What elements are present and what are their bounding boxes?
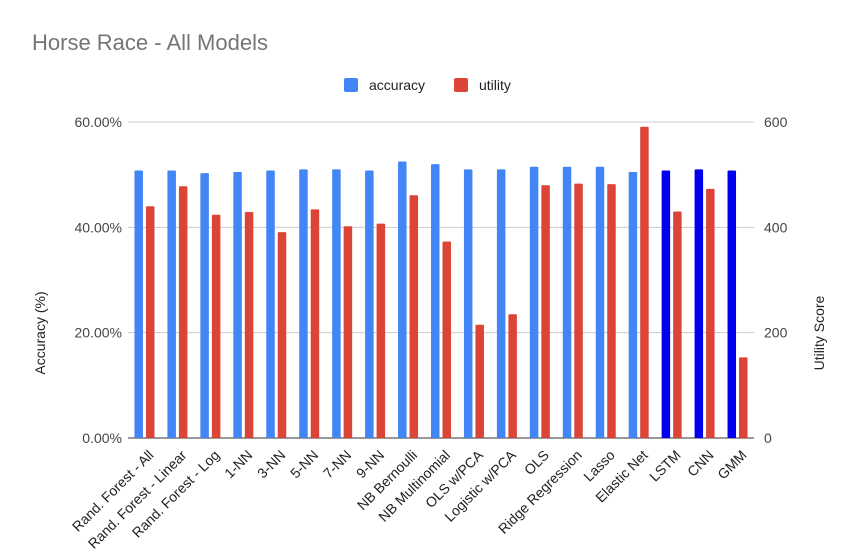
bar-accuracy	[562, 166, 572, 438]
bar-utility	[178, 186, 188, 438]
bar-utility	[475, 324, 484, 438]
legend-swatch-accuracy	[344, 78, 358, 92]
category-label: 5-NN	[287, 447, 321, 481]
bar-utility	[442, 241, 451, 438]
bar-accuracy	[398, 161, 407, 438]
bar-accuracy	[496, 169, 506, 438]
bar-accuracy	[694, 169, 704, 438]
bar-accuracy	[332, 169, 341, 438]
bar-utility	[145, 206, 155, 438]
left-tick-label: 40.00%	[75, 219, 122, 235]
bar-accuracy	[134, 170, 143, 438]
bar-utility	[739, 357, 748, 438]
category-label: 7-NN	[320, 447, 354, 481]
bar-utility	[607, 184, 616, 438]
bar-accuracy	[299, 169, 308, 438]
left-tick-label: 0.00%	[82, 430, 122, 446]
bar-accuracy	[266, 170, 275, 438]
right-tick-label: 400	[764, 219, 788, 235]
bar-utility	[244, 212, 254, 438]
left-tick-label: 60.00%	[75, 114, 122, 130]
bar-accuracy	[463, 169, 473, 438]
legend-label-utility: utility	[479, 77, 511, 93]
bar-utility	[310, 209, 320, 438]
legend-label-accuracy: accuracy	[369, 77, 425, 93]
left-axis-title: Accuracy (%)	[32, 291, 48, 374]
gridlines	[128, 121, 754, 439]
bar-utility	[640, 126, 649, 439]
bar-accuracy	[365, 170, 374, 438]
right-tick-label: 0	[764, 430, 772, 446]
bar-accuracy	[727, 170, 737, 438]
bar-accuracy	[628, 172, 638, 439]
bar-accuracy	[661, 170, 671, 438]
bar-accuracy	[167, 170, 176, 438]
bar-utility	[706, 188, 715, 438]
bar-accuracy	[595, 166, 605, 438]
bar-accuracy	[200, 173, 209, 438]
bar-accuracy	[233, 172, 242, 439]
bar-utility	[409, 195, 419, 438]
left-axis-ticks: 0.00% 20.00% 40.00% 60.00%	[75, 114, 122, 446]
category-label: 1-NN	[221, 447, 255, 481]
right-axis-title: Utility Score	[811, 295, 827, 370]
category-label: GMM	[714, 447, 750, 483]
left-tick-label: 20.00%	[75, 325, 122, 341]
legend-swatch-utility	[454, 78, 468, 92]
bar-accuracy	[431, 164, 440, 438]
legend: accuracy utility	[344, 77, 511, 93]
chart-title: Horse Race - All Models	[32, 30, 268, 55]
bar-accuracy	[529, 166, 539, 438]
bar-utility	[541, 185, 550, 438]
bar-utility	[376, 223, 386, 438]
bar-utility	[574, 183, 583, 438]
bar-utility	[343, 226, 353, 438]
bars	[134, 126, 748, 439]
right-tick-label: 200	[764, 325, 788, 341]
category-label: LSTM	[646, 447, 684, 485]
right-tick-label: 600	[764, 114, 788, 130]
category-label: 3-NN	[254, 447, 288, 481]
right-axis-ticks: 0 200 400 600	[764, 114, 788, 446]
category-label: CNN	[684, 447, 717, 480]
bar-utility	[508, 314, 517, 438]
bar-utility	[277, 232, 287, 438]
bar-utility	[673, 211, 682, 438]
bar-utility	[211, 214, 221, 438]
